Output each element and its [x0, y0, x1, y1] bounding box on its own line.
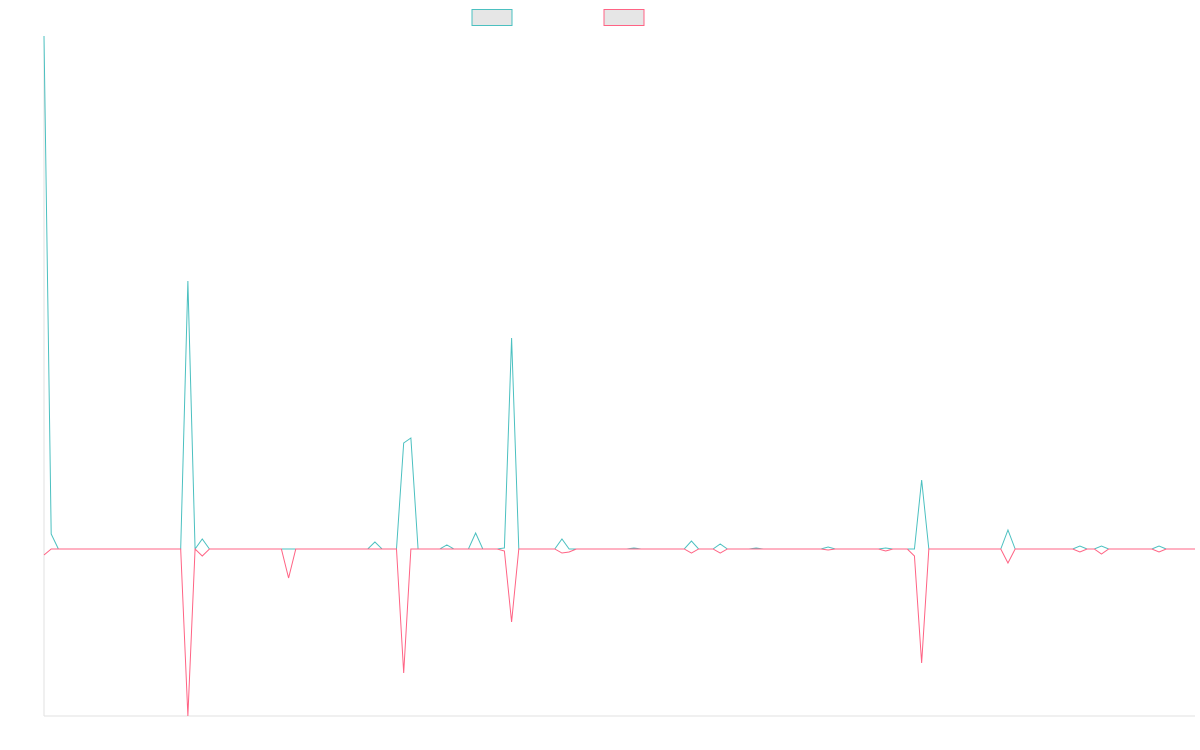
- series-line: [43, 35, 1195, 551]
- series-line: [43, 547, 1195, 717]
- legend-swatch: [603, 9, 645, 26]
- legend-swatch: [471, 9, 513, 26]
